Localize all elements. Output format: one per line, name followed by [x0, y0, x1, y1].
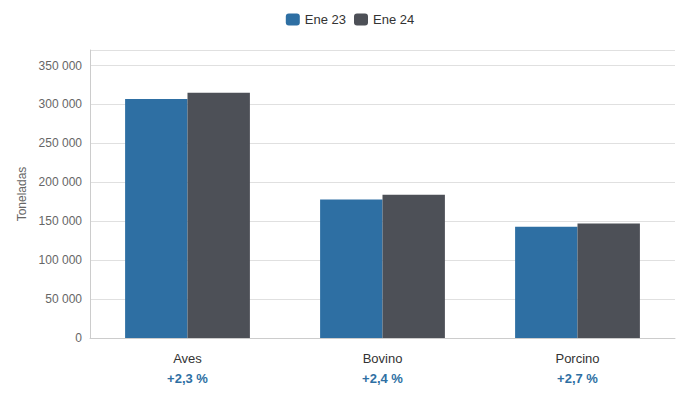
svg-text:+2,4 %: +2,4 %: [362, 371, 403, 386]
svg-text:50 000: 50 000: [45, 292, 82, 306]
svg-text:Aves: Aves: [173, 351, 202, 366]
svg-text:Ene 24: Ene 24: [373, 12, 414, 27]
svg-text:Ene 23: Ene 23: [305, 12, 346, 27]
svg-text:300 000: 300 000: [39, 97, 83, 111]
svg-text:250 000: 250 000: [39, 136, 83, 150]
svg-text:0: 0: [75, 331, 82, 345]
svg-text:+2,7 %: +2,7 %: [557, 371, 598, 386]
svg-text:Bovino: Bovino: [363, 351, 403, 366]
svg-text:Toneladas: Toneladas: [15, 167, 29, 222]
svg-text:150 000: 150 000: [39, 214, 83, 228]
svg-text:100 000: 100 000: [39, 253, 83, 267]
svg-text:+2,3 %: +2,3 %: [167, 371, 208, 386]
svg-text:Porcino: Porcino: [555, 351, 599, 366]
svg-text:350 000: 350 000: [39, 59, 83, 73]
svg-text:200 000: 200 000: [39, 175, 83, 189]
